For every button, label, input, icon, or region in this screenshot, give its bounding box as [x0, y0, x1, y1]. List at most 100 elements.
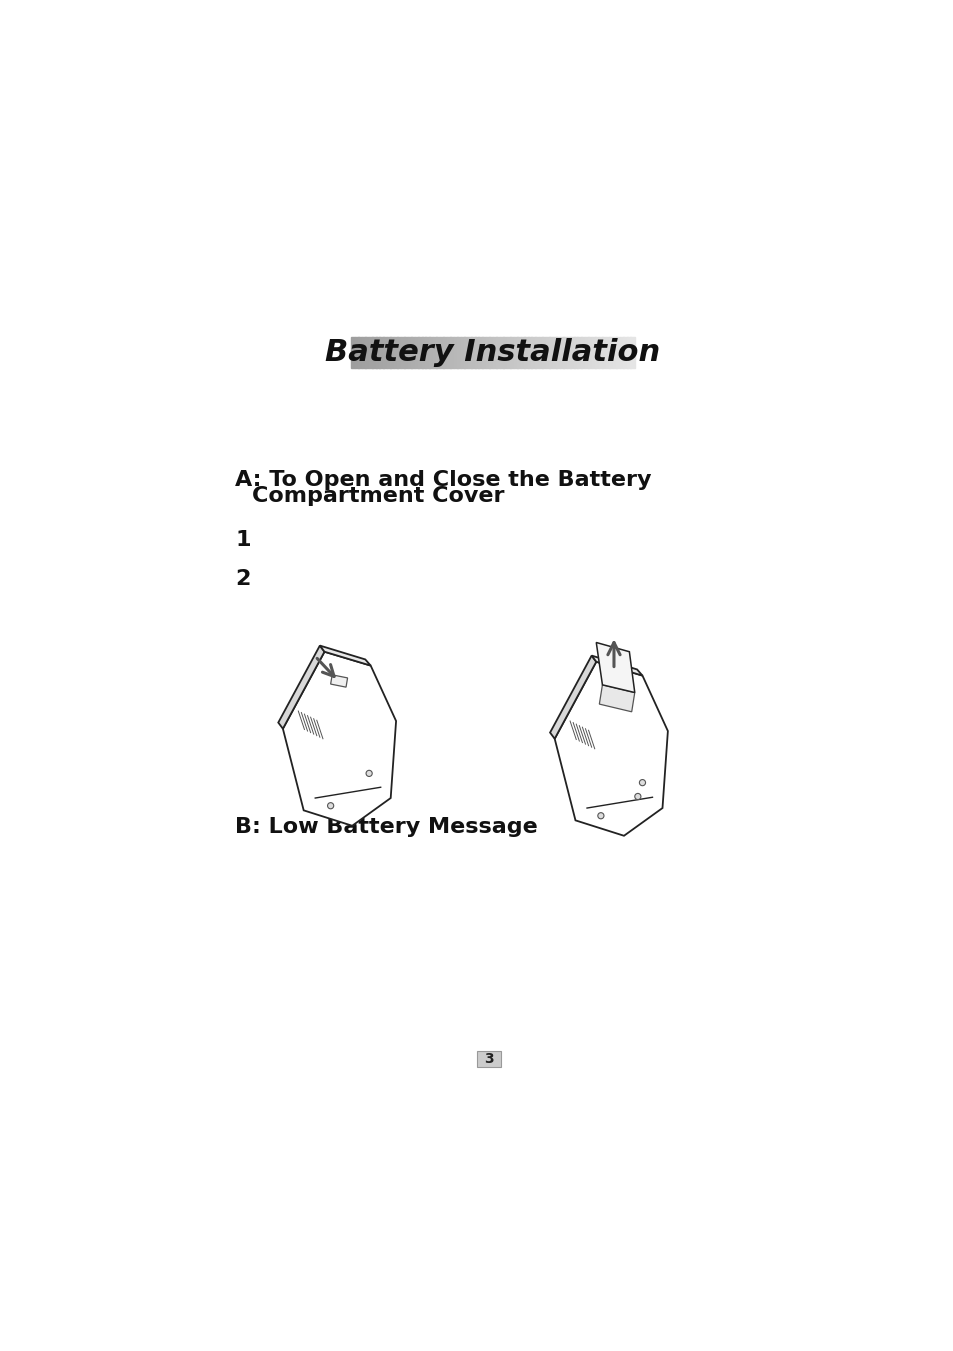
Text: A: To Open and Close the Battery: A: To Open and Close the Battery: [235, 470, 651, 490]
Polygon shape: [554, 662, 667, 836]
Bar: [400, 338, 404, 367]
Polygon shape: [550, 655, 596, 739]
Bar: [510, 338, 514, 367]
Bar: [499, 338, 503, 367]
Polygon shape: [598, 685, 634, 712]
Text: Compartment Cover: Compartment Cover: [253, 486, 504, 507]
Bar: [630, 338, 634, 367]
Bar: [396, 338, 401, 367]
Bar: [394, 338, 397, 367]
Bar: [531, 338, 535, 367]
Bar: [514, 338, 517, 367]
Text: 1: 1: [235, 531, 251, 550]
Bar: [612, 338, 617, 367]
Bar: [485, 338, 489, 367]
Bar: [432, 338, 436, 367]
Bar: [358, 338, 362, 367]
Text: 2: 2: [235, 569, 251, 589]
Bar: [609, 338, 613, 367]
Text: B: Low Battery Message: B: Low Battery Message: [235, 817, 537, 838]
Text: Battery Installation: Battery Installation: [325, 338, 659, 367]
Bar: [584, 338, 588, 367]
Bar: [601, 338, 606, 367]
Bar: [442, 338, 447, 367]
Bar: [404, 338, 408, 367]
Circle shape: [598, 813, 603, 819]
Polygon shape: [591, 655, 641, 676]
Bar: [361, 338, 366, 367]
Bar: [570, 338, 574, 367]
Bar: [559, 338, 563, 367]
Bar: [541, 338, 546, 367]
Bar: [475, 338, 478, 367]
Bar: [616, 338, 619, 367]
Bar: [535, 338, 538, 367]
Bar: [379, 338, 383, 367]
Polygon shape: [278, 646, 324, 728]
Circle shape: [327, 802, 334, 809]
Bar: [517, 338, 521, 367]
Bar: [622, 338, 627, 367]
Bar: [527, 338, 532, 367]
Bar: [464, 338, 468, 367]
Bar: [545, 338, 549, 367]
Circle shape: [634, 793, 640, 800]
Bar: [365, 338, 369, 367]
FancyBboxPatch shape: [476, 1051, 500, 1066]
Bar: [626, 338, 631, 367]
Bar: [456, 338, 461, 367]
Bar: [496, 338, 499, 367]
Bar: [386, 338, 391, 367]
Bar: [520, 338, 524, 367]
Bar: [502, 338, 507, 367]
Bar: [460, 338, 464, 367]
Polygon shape: [331, 676, 347, 688]
Bar: [375, 338, 379, 367]
Bar: [407, 338, 412, 367]
Bar: [595, 338, 598, 367]
Polygon shape: [319, 646, 371, 666]
Bar: [549, 338, 553, 367]
Bar: [591, 338, 595, 367]
Bar: [418, 338, 422, 367]
Bar: [425, 338, 429, 367]
Bar: [562, 338, 567, 367]
Bar: [355, 338, 358, 367]
Bar: [489, 338, 493, 367]
Bar: [605, 338, 609, 367]
Bar: [446, 338, 451, 367]
Bar: [471, 338, 475, 367]
Bar: [524, 338, 528, 367]
Text: 3: 3: [483, 1052, 494, 1066]
Bar: [411, 338, 415, 367]
Bar: [556, 338, 559, 367]
Bar: [481, 338, 486, 367]
Bar: [587, 338, 592, 367]
Bar: [429, 338, 433, 367]
Bar: [436, 338, 439, 367]
Bar: [439, 338, 443, 367]
Bar: [552, 338, 557, 367]
Bar: [566, 338, 571, 367]
Bar: [538, 338, 542, 367]
Bar: [574, 338, 578, 367]
Bar: [577, 338, 581, 367]
Polygon shape: [283, 651, 395, 825]
Bar: [580, 338, 584, 367]
Bar: [454, 338, 457, 367]
Bar: [382, 338, 387, 367]
Bar: [450, 338, 454, 367]
Bar: [619, 338, 623, 367]
Polygon shape: [596, 643, 634, 693]
Bar: [415, 338, 418, 367]
Bar: [369, 338, 373, 367]
Bar: [351, 338, 355, 367]
Bar: [390, 338, 394, 367]
Bar: [598, 338, 602, 367]
Circle shape: [366, 770, 372, 777]
Bar: [478, 338, 482, 367]
Bar: [467, 338, 472, 367]
Bar: [492, 338, 497, 367]
Circle shape: [639, 780, 645, 786]
Bar: [421, 338, 426, 367]
